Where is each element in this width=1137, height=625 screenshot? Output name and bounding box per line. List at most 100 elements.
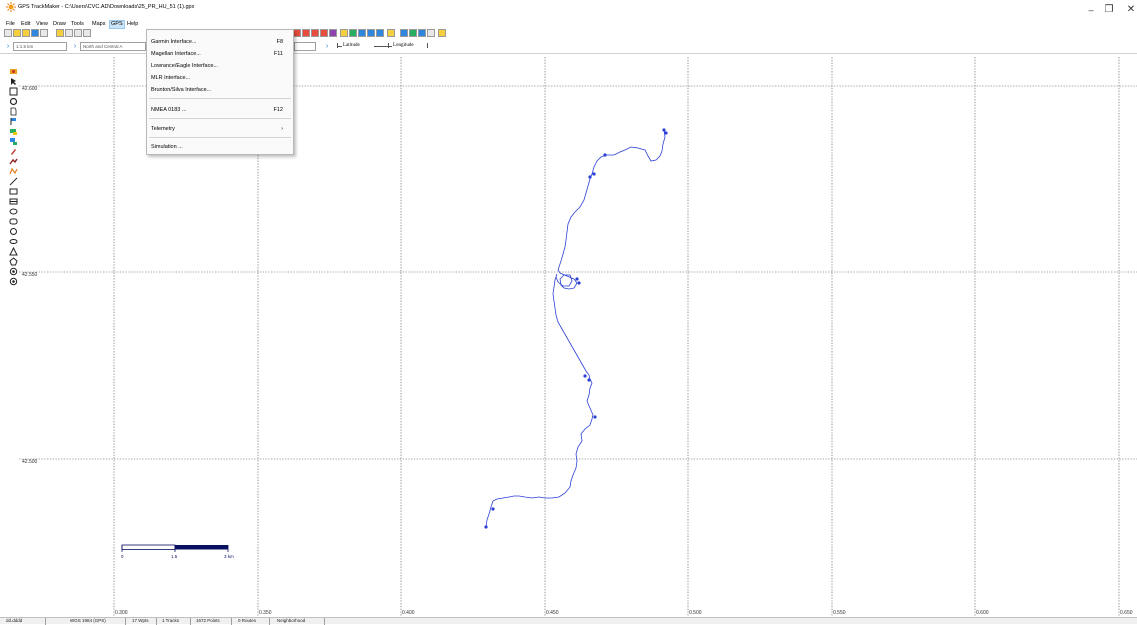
polyline-draw-icon[interactable] bbox=[9, 167, 18, 176]
pan-hand-icon[interactable] bbox=[56, 29, 64, 37]
rectangle-tool-icon[interactable] bbox=[9, 187, 18, 196]
lon-label: 0.550 bbox=[833, 610, 846, 616]
rounded-rect-tool-icon[interactable] bbox=[9, 217, 18, 226]
track-edit-icon[interactable] bbox=[9, 137, 18, 146]
filter-3-icon[interactable] bbox=[376, 29, 384, 37]
document-tool-icon[interactable] bbox=[9, 107, 18, 116]
menu-garmin-label: Garmin Interface... bbox=[151, 39, 197, 45]
globe-icon[interactable] bbox=[418, 29, 426, 37]
menu-magellan-label: Magellan Interface... bbox=[151, 51, 201, 57]
menu-view[interactable]: View bbox=[36, 21, 48, 27]
longitude-rule bbox=[389, 46, 392, 47]
maximize-button[interactable]: ❐ bbox=[1104, 4, 1114, 15]
zoom-icon[interactable] bbox=[65, 29, 73, 37]
open-folder-icon[interactable] bbox=[13, 29, 21, 37]
track-waypoint-marker[interactable] bbox=[491, 507, 495, 511]
target-tool-icon[interactable] bbox=[9, 267, 18, 276]
zoom-out-icon[interactable] bbox=[83, 29, 91, 37]
menu-nmea-interface[interactable]: NMEA 0183 ... F12 bbox=[147, 105, 293, 115]
scale-bar-zero: 0 bbox=[121, 554, 124, 559]
vertex-tool-icon[interactable] bbox=[349, 29, 357, 37]
save-icon[interactable] bbox=[31, 29, 39, 37]
menu-maps[interactable]: Maps bbox=[92, 21, 106, 27]
ellipse-small-tool-icon[interactable] bbox=[9, 237, 18, 246]
menu-lowrance-interface[interactable]: Lowrance/Eagle Interface... bbox=[147, 61, 293, 71]
track-waypoint-marker[interactable] bbox=[575, 277, 579, 281]
target-2-tool-icon[interactable] bbox=[9, 277, 18, 286]
menu-simulation[interactable]: Simulation ... bbox=[147, 142, 293, 152]
lon-label: 0.400 bbox=[402, 610, 415, 616]
menu-draw[interactable]: Draw bbox=[53, 21, 66, 27]
minimize-button[interactable]: – bbox=[1088, 5, 1094, 15]
filter-icon[interactable] bbox=[358, 29, 366, 37]
track-waypoint-marker[interactable] bbox=[484, 525, 488, 529]
circle-tool-icon[interactable] bbox=[9, 227, 18, 236]
map-region-field[interactable]: North and Central A bbox=[80, 42, 146, 51]
map-arrow-icon[interactable]: › bbox=[73, 43, 77, 50]
sat-tool-icon[interactable] bbox=[9, 67, 18, 76]
track-waypoint-marker[interactable] bbox=[588, 175, 592, 179]
freehand-draw-icon[interactable] bbox=[9, 157, 18, 166]
menu-magellan-interface[interactable]: Magellan Interface... F11 bbox=[147, 49, 293, 59]
select-arrow-icon[interactable] bbox=[9, 77, 18, 86]
coordinate-toolbar: › 1:1.5 km › North and Central A › Latit… bbox=[0, 40, 1137, 54]
scale-arrow-icon[interactable]: › bbox=[6, 43, 10, 50]
print-icon[interactable] bbox=[40, 29, 48, 37]
track-waypoint-marker[interactable] bbox=[593, 415, 597, 419]
menu-telemetry[interactable]: Telemetry › bbox=[147, 124, 293, 134]
menu-edit[interactable]: Edit bbox=[21, 21, 31, 27]
gps-dropdown-menu: Garmin Interface... F8 Magellan Interfac… bbox=[146, 29, 294, 155]
dropdown-arrow-icon[interactable] bbox=[427, 29, 435, 37]
menu-brunton-interface[interactable]: Brunton/Silva Interface... bbox=[147, 85, 293, 95]
coordinate-field[interactable] bbox=[294, 42, 316, 51]
waypoint-tool-icon[interactable] bbox=[293, 29, 301, 37]
new-file-icon[interactable] bbox=[4, 29, 12, 37]
status-routes: 0 Routes bbox=[236, 618, 270, 625]
menu-tools[interactable]: Tools bbox=[71, 21, 84, 27]
pentagon-tool-icon[interactable] bbox=[9, 257, 18, 266]
track-waypoint-marker[interactable] bbox=[664, 131, 668, 135]
menu-separator bbox=[149, 98, 291, 99]
menu-help[interactable]: Help bbox=[127, 21, 139, 27]
properties-icon[interactable] bbox=[329, 29, 337, 37]
status-bar: dd.dddd WGS 1984 (GPS) 17 Wpts 1 Tracks … bbox=[0, 617, 1137, 625]
waypoint-flag-icon[interactable] bbox=[9, 117, 18, 126]
coordinate-arrow-icon[interactable]: › bbox=[325, 43, 329, 50]
track-waypoint-marker[interactable] bbox=[592, 172, 596, 176]
filter-2-icon[interactable] bbox=[367, 29, 375, 37]
latitude-rule-2 bbox=[374, 46, 388, 47]
help-icon[interactable] bbox=[438, 29, 446, 37]
track-waypoint-marker[interactable] bbox=[662, 128, 666, 132]
track-waypoint-marker[interactable] bbox=[587, 378, 591, 382]
rectangle-filled-tool-icon[interactable] bbox=[9, 197, 18, 206]
rotate-icon[interactable] bbox=[9, 97, 18, 106]
refresh-icon[interactable] bbox=[400, 29, 408, 37]
menu-mlr-interface[interactable]: MLR Interface... bbox=[147, 73, 293, 83]
menu-garmin-interface[interactable]: Garmin Interface... F8 bbox=[147, 37, 293, 47]
zoom-in-icon[interactable] bbox=[74, 29, 82, 37]
track-points[interactable] bbox=[484, 128, 668, 529]
scale-field[interactable]: 1:1.5 km bbox=[13, 42, 67, 51]
delete-tool-icon[interactable] bbox=[320, 29, 328, 37]
line-tool-icon[interactable] bbox=[9, 177, 18, 186]
route-tool-icon[interactable] bbox=[311, 29, 319, 37]
map-view-icon[interactable] bbox=[409, 29, 417, 37]
menu-telemetry-label: Telemetry bbox=[151, 126, 175, 132]
rectangle-select-icon[interactable] bbox=[9, 87, 18, 96]
track-waypoint-marker[interactable] bbox=[577, 281, 581, 285]
track-waypoint-marker[interactable] bbox=[583, 374, 587, 378]
menu-gps[interactable]: GPS bbox=[109, 20, 125, 29]
menu-file[interactable]: File bbox=[6, 21, 15, 27]
ellipse-tool-icon[interactable] bbox=[9, 207, 18, 216]
satellite-icon[interactable] bbox=[340, 29, 348, 37]
track-tool-icon[interactable] bbox=[302, 29, 310, 37]
track-waypoint-marker[interactable] bbox=[603, 153, 607, 157]
terrain-icon[interactable] bbox=[387, 29, 395, 37]
pencil-icon[interactable] bbox=[9, 147, 18, 156]
open-gps-file-icon[interactable] bbox=[22, 29, 30, 37]
gps-track-line[interactable] bbox=[485, 129, 666, 528]
triangle-tool-icon[interactable] bbox=[9, 247, 18, 256]
waypoint-edit-icon[interactable] bbox=[9, 127, 18, 136]
close-button[interactable]: ✕ bbox=[1126, 4, 1136, 15]
map-canvas[interactable]: 42.600 42.550 42.500 0.300 0.350 0.400 0… bbox=[19, 57, 1137, 617]
